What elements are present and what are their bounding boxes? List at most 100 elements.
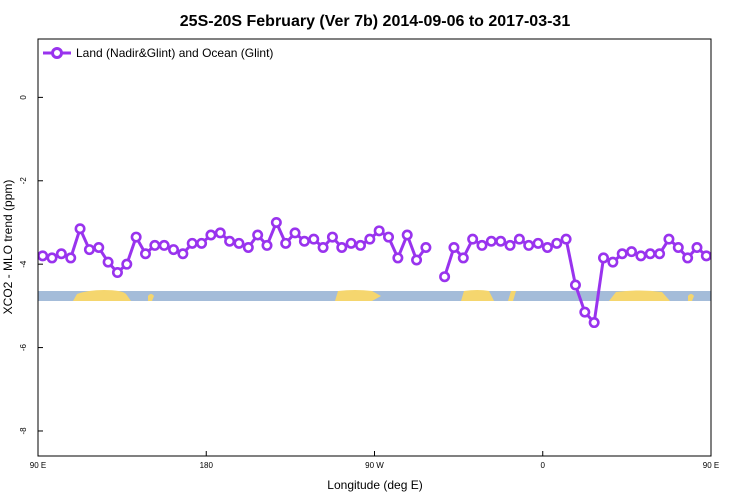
data-point [373, 225, 385, 237]
legend: Land (Nadir&Glint) and Ocean (Glint) [43, 46, 273, 60]
data-point [392, 252, 404, 264]
land-patch [609, 290, 670, 301]
data-point [607, 256, 619, 268]
data-point [457, 252, 469, 264]
data-point [439, 271, 451, 283]
data-point [308, 233, 320, 245]
data-point [336, 242, 348, 254]
data-point [635, 250, 647, 262]
plot-frame [37, 38, 712, 457]
data-point [205, 229, 217, 241]
data-point [672, 242, 684, 254]
data-point [121, 258, 133, 270]
data-point [177, 248, 189, 260]
y-axis-label: XCO2 - MLO trend (ppm) [1, 180, 15, 315]
y-axis: 0 -2 -4 -6 -8 [19, 95, 43, 435]
data-point [261, 239, 273, 251]
x-tick-label: 90 E [30, 461, 46, 470]
data-point [168, 244, 180, 256]
data-point [233, 237, 245, 249]
data-point [411, 254, 423, 266]
data-point [130, 231, 142, 243]
data-point [730, 250, 738, 258]
data-point [513, 233, 525, 245]
legend-label: Land (Nadir&Glint) and Ocean (Glint) [76, 46, 273, 60]
land-patch [508, 291, 516, 301]
data-point [55, 248, 67, 260]
data-point [102, 256, 114, 268]
chart-title: 25S-20S February (Ver 7b) 2014-09-06 to … [180, 13, 571, 30]
y-tick-label: -8 [19, 427, 28, 435]
land-ocean-band [38, 290, 711, 301]
data-point [644, 248, 656, 260]
data-point [46, 252, 58, 264]
data-point [682, 252, 694, 264]
data-point [663, 233, 675, 245]
y-tick-label: 0 [19, 95, 28, 100]
x-tick-label: 90 W [365, 461, 384, 470]
y-tick-label: -2 [19, 177, 28, 185]
land-patch [688, 294, 694, 301]
x-tick-label: 180 [200, 461, 214, 470]
land-patch [461, 290, 494, 301]
data-point [504, 239, 516, 251]
data-point [740, 254, 748, 262]
data-point [270, 216, 282, 228]
data-point [83, 244, 95, 256]
data-point [93, 242, 105, 254]
data-point [560, 233, 572, 245]
data-point [485, 235, 497, 247]
data-point [252, 229, 264, 241]
data-point [289, 227, 301, 239]
data-point [280, 237, 292, 249]
data-point [224, 235, 236, 247]
land-patch [335, 290, 381, 301]
data-point [710, 252, 711, 259]
data-point [214, 227, 226, 239]
data-point [588, 317, 600, 329]
data-point [186, 237, 198, 249]
data-point [354, 239, 366, 251]
data-point [467, 233, 479, 245]
legend-marker [51, 47, 63, 59]
x-axis: 90 E 180 90 W 0 90 E [30, 451, 719, 470]
data-point [700, 250, 711, 262]
data-point [495, 235, 507, 247]
data-point [598, 252, 610, 264]
x-tick-label: 0 [541, 461, 546, 470]
data-point [420, 242, 432, 254]
data-point [158, 239, 170, 251]
y-tick-label: -6 [19, 343, 28, 351]
data-point [298, 235, 310, 247]
data-point [65, 252, 77, 264]
data-point [242, 242, 254, 254]
data-point [345, 237, 357, 249]
data-point [691, 242, 703, 254]
series-layer [38, 216, 748, 329]
data-point [626, 246, 638, 258]
data-point [317, 242, 329, 254]
data-point [38, 250, 49, 262]
data-point [326, 231, 338, 243]
data-point [149, 239, 161, 251]
data-point [532, 237, 544, 249]
data-point [448, 242, 460, 254]
data-point [364, 233, 376, 245]
data-point [401, 229, 413, 241]
data-point [579, 306, 591, 318]
land-patch [148, 294, 154, 301]
data-point [541, 242, 553, 254]
land-patch [73, 290, 131, 301]
data-point [139, 248, 151, 260]
data-point [383, 231, 395, 243]
y-tick-label: -4 [19, 260, 28, 268]
data-point [654, 248, 666, 260]
data-point [616, 248, 628, 260]
data-point [111, 267, 123, 279]
x-axis-label: Longitude (deg E) [327, 478, 422, 492]
data-point [721, 254, 729, 262]
data-point [476, 239, 488, 251]
series-group [38, 216, 748, 329]
data-point [196, 237, 208, 249]
